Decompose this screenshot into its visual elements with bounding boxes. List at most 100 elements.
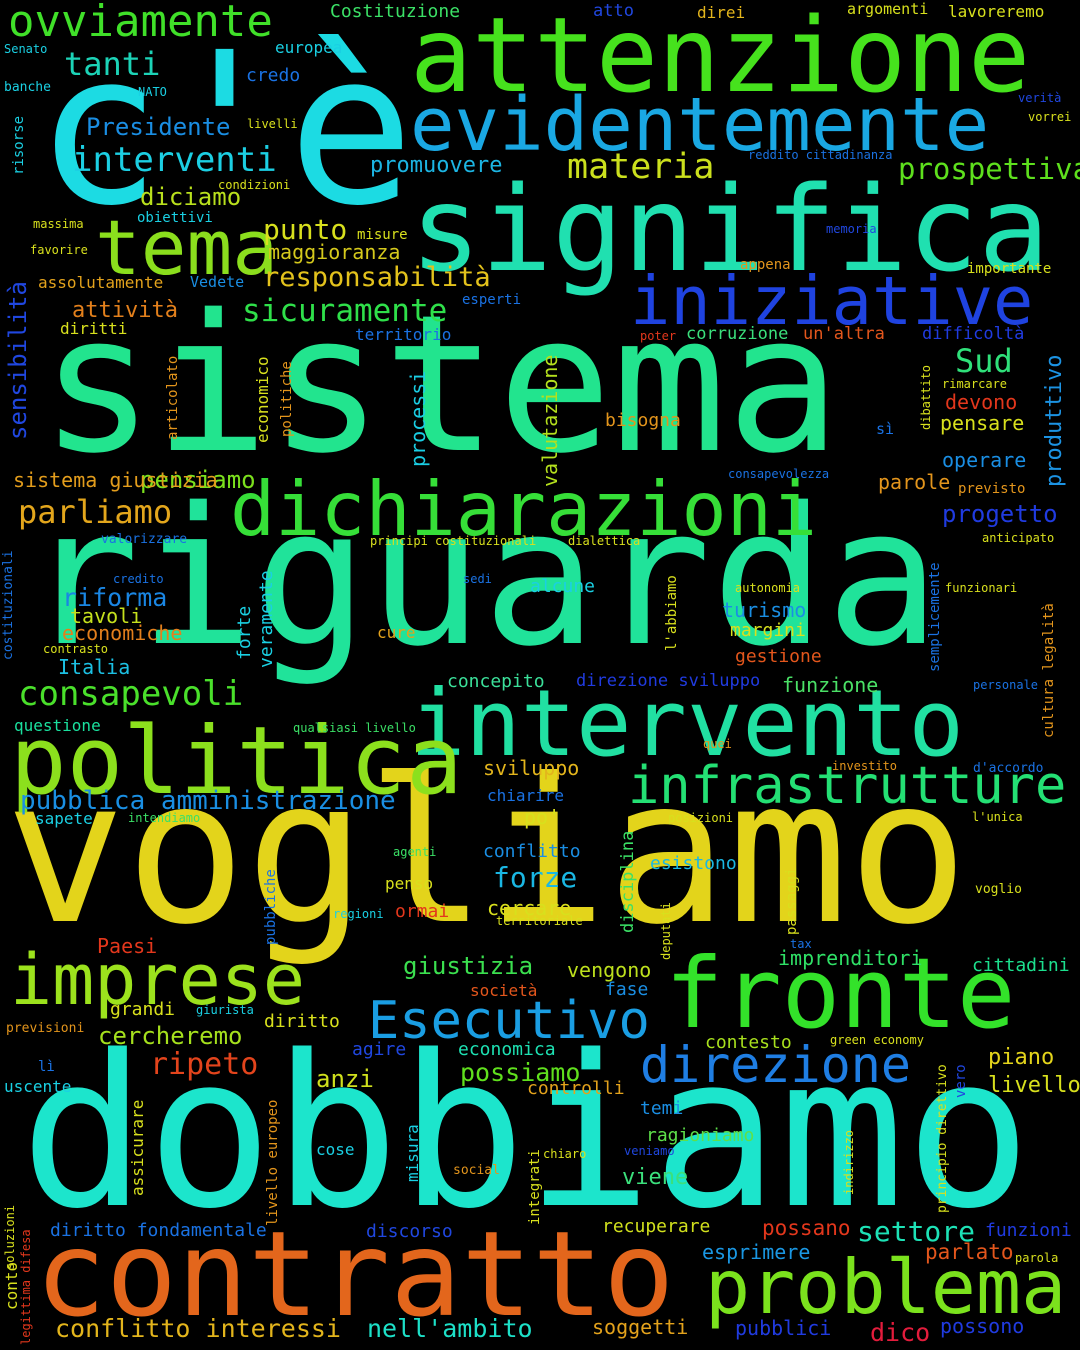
word: anzi (316, 1065, 374, 1093)
word: conflitto interessi (55, 1314, 341, 1343)
word: chiaro (543, 1147, 587, 1161)
word: sicuramente (242, 293, 448, 329)
word: posizioni (668, 811, 734, 825)
word: vero (953, 1064, 969, 1098)
word: personale (973, 678, 1039, 692)
word: previsioni (6, 1021, 85, 1036)
word: progetto (942, 500, 1058, 528)
word: parola (1015, 1251, 1059, 1265)
word: favorire (30, 243, 88, 257)
word: tax (790, 937, 812, 951)
word: cercare (487, 896, 572, 920)
word: appena (740, 257, 791, 273)
word: qualsiasi livello (293, 721, 416, 735)
word: fronte (665, 937, 1016, 1050)
word: funzione (782, 673, 879, 697)
word: importante (967, 261, 1052, 277)
word: valorizzare (101, 532, 188, 547)
word: verità (1018, 91, 1062, 105)
word: poter (640, 329, 677, 343)
word: Presidente (86, 113, 231, 141)
word: imprese (10, 939, 306, 1021)
word: disciplina (618, 830, 638, 933)
word: vogliamo (5, 736, 969, 969)
word: economiche (62, 621, 183, 645)
word: esprimere (702, 1240, 811, 1264)
word: sedi (463, 572, 492, 586)
word: direzione sviluppo (576, 671, 761, 691)
word: previsto (958, 481, 1026, 497)
word: Senato (4, 42, 48, 56)
word: interventi (72, 140, 277, 180)
word: discorso (366, 1221, 453, 1242)
word: conto (2, 1261, 21, 1310)
word: riforma (62, 583, 168, 612)
word: responsabilità (263, 262, 491, 293)
word: uscente (4, 1077, 72, 1096)
word: soluzioni (3, 1204, 17, 1270)
word: social (453, 1163, 500, 1178)
word: passaggi (784, 867, 800, 935)
word: principi costituzionali (370, 534, 537, 548)
word: margini (730, 620, 806, 641)
word: legittima difesa (19, 1229, 33, 1345)
word: NATO (138, 85, 167, 99)
word: sviluppo (483, 756, 580, 780)
word: misure (357, 227, 408, 243)
word: cittadini (972, 955, 1070, 976)
word: Sud (955, 342, 1013, 380)
word: infrastrutture (628, 756, 1067, 816)
word: Paesi (97, 934, 158, 958)
word: costituzionali (1, 550, 16, 660)
word: assolutamente (38, 273, 164, 292)
word: d'accordo (973, 761, 1044, 776)
word: atto (593, 1, 634, 21)
word: settore (857, 1215, 976, 1248)
word: condizioni (218, 178, 291, 192)
word: sapete (35, 809, 93, 828)
word: iniziative (630, 262, 1034, 340)
word: prospettiva (898, 152, 1080, 186)
word: funzioni (985, 1220, 1072, 1241)
word: c'è (35, 7, 415, 252)
word: significa (410, 160, 1050, 298)
word: anticipato (982, 531, 1055, 545)
word: dico (870, 1318, 931, 1347)
word: parlato (925, 1240, 1014, 1264)
word: tanti (64, 45, 161, 83)
word: l'abbiamo (664, 575, 680, 651)
word: dichiarazioni (230, 465, 817, 553)
word: ripeto (150, 1047, 259, 1082)
word: giustizia (403, 952, 534, 980)
word: livelli (247, 117, 298, 131)
word: economico (253, 356, 272, 443)
word: articolato (165, 355, 181, 440)
word: pubblici (735, 1316, 832, 1340)
word: territoriale (496, 914, 583, 928)
word: forze (493, 861, 578, 894)
word: dibattito (919, 364, 933, 430)
word: funzionari (945, 581, 1018, 595)
word: concepito (447, 671, 545, 692)
word: grandi (110, 999, 176, 1020)
word: vengono (567, 958, 652, 982)
word: vorrei (1028, 110, 1072, 124)
word: maggioranza (268, 240, 401, 264)
word: recuperare (602, 1216, 711, 1237)
word: contratto (35, 1205, 675, 1343)
word: voglio (975, 882, 1022, 897)
word: pubbliche (263, 869, 279, 945)
word: memoria (826, 222, 877, 236)
word: semplicemente (927, 562, 943, 672)
word: rimarcare (942, 377, 1008, 391)
word: diciamo (140, 183, 242, 211)
word: attenzione (410, 0, 1031, 116)
word: regioni (333, 907, 384, 921)
word: principio direttivo (935, 1064, 950, 1213)
word: sì (876, 420, 895, 438)
word: green economy (830, 1033, 924, 1047)
word: possano (762, 1216, 851, 1240)
word: chiarire (487, 786, 565, 805)
word: intervento (410, 670, 964, 777)
